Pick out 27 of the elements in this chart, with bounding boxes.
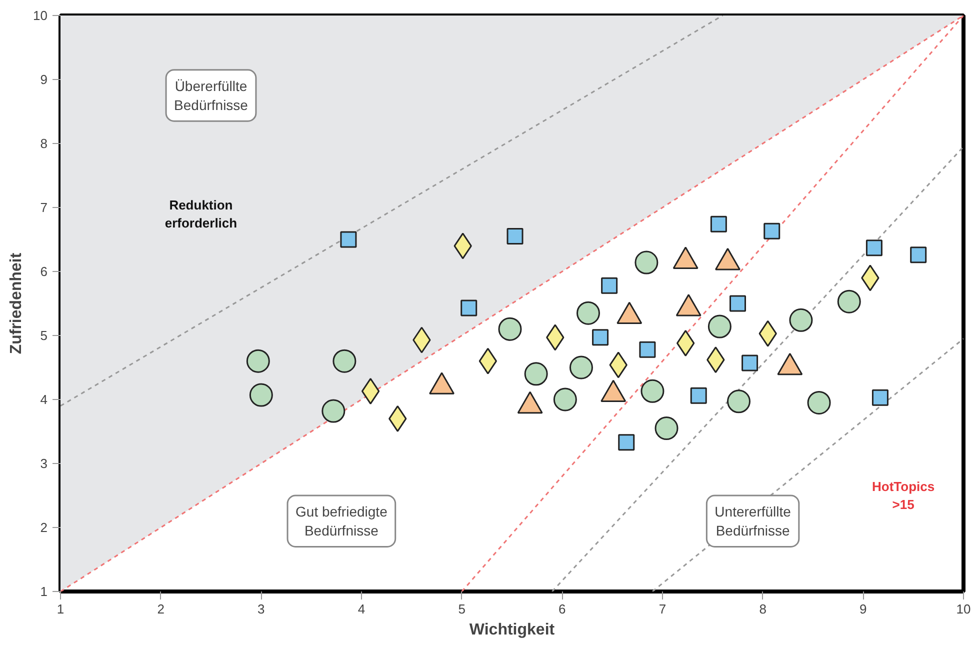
- x-tick-label: 7: [658, 602, 666, 616]
- annotation: HotTopics >15: [872, 479, 935, 512]
- y-tick-label: 9: [40, 72, 48, 87]
- annotation: Übererfüllte Bedürfnisse: [174, 78, 248, 114]
- x-tick-label: 1: [56, 602, 64, 616]
- y-tick-label: 3: [40, 456, 48, 471]
- x-tick-label: 2: [157, 602, 164, 616]
- x-tick-label: 8: [759, 602, 766, 616]
- y-axis-title: Zufriedenheit: [8, 252, 26, 354]
- x-tick-label: 9: [860, 602, 867, 616]
- x-tick-label: 10: [956, 602, 971, 616]
- y-tick-label: 8: [40, 136, 48, 151]
- x-tick-label: 3: [258, 602, 265, 616]
- y-tick-label: 6: [40, 264, 48, 279]
- annotation: Untererfüllte Bedürfnisse: [714, 504, 792, 539]
- x-tick-label: 6: [558, 602, 566, 616]
- y-tick-label: 4: [40, 392, 48, 407]
- y-tick-label: 10: [33, 8, 48, 23]
- y-tick-label: 2: [40, 520, 48, 535]
- annotation: Gut befriedigte Bedürfnisse: [296, 504, 388, 539]
- x-axis-title: Wichtigkeit: [469, 622, 556, 638]
- y-tick-label: 1: [40, 584, 48, 599]
- y-tick-label: 5: [40, 328, 48, 343]
- annotation: Reduktion erforderlich: [164, 197, 238, 230]
- x-tick-label: 4: [358, 602, 366, 616]
- y-tick-label: 7: [40, 200, 48, 215]
- x-tick-label: 5: [458, 602, 466, 616]
